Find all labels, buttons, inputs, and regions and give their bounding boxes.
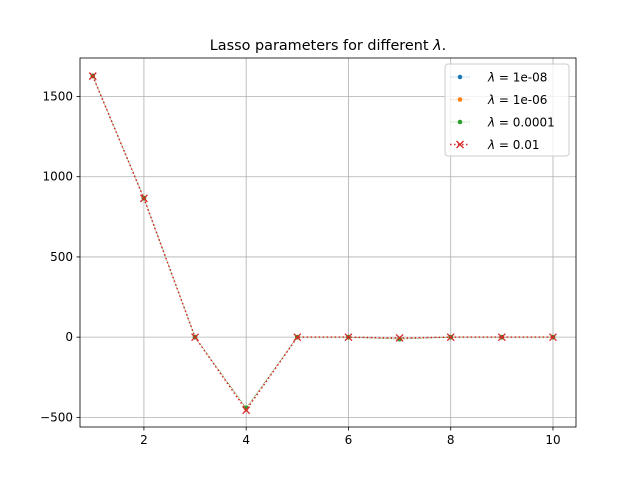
series-4 xyxy=(88,72,557,415)
x-tick-label: 6 xyxy=(345,433,353,447)
legend-label-symbol: λ xyxy=(487,93,495,107)
legend-box xyxy=(444,63,570,157)
legend-marker-1 xyxy=(457,74,463,80)
series-4-line xyxy=(92,75,553,412)
marker-stroke xyxy=(242,406,251,415)
x-tick-label: 10 xyxy=(545,433,560,447)
series-4-point xyxy=(549,333,557,342)
series-4-point xyxy=(88,72,97,81)
x-tick-label: 8 xyxy=(447,433,455,447)
y-tick-label: 0 xyxy=(65,330,73,344)
series-3-point xyxy=(397,336,402,342)
legend-label-2: λ = 1e-06 xyxy=(487,93,547,107)
y-tick-label: −500 xyxy=(40,410,73,424)
y-tick-label: 1000 xyxy=(42,170,73,184)
legend-label-symbol: λ xyxy=(487,116,495,130)
legend-label-value: = 1e-06 xyxy=(495,93,547,107)
legend-label-3: λ = 0.0001 xyxy=(487,116,555,130)
chart-title-symbol: λ xyxy=(432,38,442,54)
legend-label-4: λ = 0.01 xyxy=(487,138,540,152)
marker-stroke xyxy=(344,333,353,342)
series-4-point xyxy=(395,333,404,342)
marker-stroke xyxy=(456,140,464,149)
legend-label-symbol: λ xyxy=(487,138,495,152)
marker-stroke xyxy=(549,333,557,342)
marker-stroke xyxy=(446,333,455,342)
chart-title-prefix: Lasso parameters for different xyxy=(210,38,433,54)
axes-frame xyxy=(79,57,577,428)
marker-stroke xyxy=(139,194,148,203)
series-4-point xyxy=(293,333,302,342)
legend-marker-3 xyxy=(457,119,463,125)
series-4-point xyxy=(242,406,251,415)
legend-label-value: = 1e-08 xyxy=(495,71,547,85)
legend-label-symbol: λ xyxy=(487,71,495,85)
marker-stroke xyxy=(88,72,97,81)
legend-label-1: λ = 1e-08 xyxy=(487,71,547,85)
legend-label-value: = 0.0001 xyxy=(495,116,555,130)
chart-title-suffix: . xyxy=(442,38,447,54)
series-4-point xyxy=(497,333,506,342)
legend-marker-4 xyxy=(456,140,464,149)
y-tick-label: 1500 xyxy=(42,90,73,104)
series-group xyxy=(88,72,557,415)
series-4-point xyxy=(446,333,455,342)
legend-label-value: = 0.01 xyxy=(495,138,539,152)
series-4-point xyxy=(344,333,353,342)
series-4-point xyxy=(139,194,148,203)
marker-stroke xyxy=(497,333,506,342)
axis-ticks: 2 4 6 8 10 −500 0 500 1000 1500 xyxy=(40,90,561,447)
y-tick-label: 500 xyxy=(50,250,73,264)
legend-marker-2 xyxy=(457,97,463,102)
series-4-point xyxy=(191,333,200,342)
x-tick-label: 2 xyxy=(140,433,148,447)
chart-title: Lasso parameters for different λ. xyxy=(210,38,446,54)
marker-stroke xyxy=(293,333,302,342)
marker-stroke xyxy=(191,333,200,342)
marker-stroke xyxy=(395,333,404,342)
x-tick-label: 4 xyxy=(242,433,250,447)
